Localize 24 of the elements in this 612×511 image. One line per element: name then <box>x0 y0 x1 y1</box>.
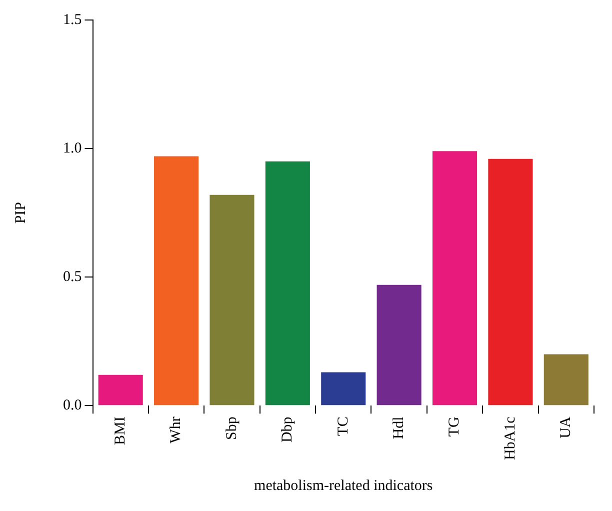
bar <box>376 284 422 406</box>
x-tick-label: Sbp <box>224 416 240 440</box>
bar <box>488 158 533 406</box>
x-tick-label: BMI <box>112 416 129 446</box>
bar <box>265 161 310 406</box>
x-tick-label: UA <box>558 416 574 438</box>
y-tick-label: 1.0 <box>63 140 82 156</box>
x-tick-label: Whr <box>168 416 184 444</box>
y-axis-title: PIP <box>12 202 29 224</box>
y-tick-label: 0.0 <box>63 398 82 414</box>
x-tick-label: Dbp <box>280 416 296 443</box>
x-tick-label: TG <box>446 416 463 437</box>
x-axis-title: metabolism-related indicators <box>254 478 433 494</box>
bar <box>321 372 366 406</box>
bar <box>544 354 588 406</box>
bar <box>210 194 254 406</box>
y-tick-label: 0.5 <box>63 269 82 286</box>
bar <box>432 151 478 406</box>
bar <box>98 374 143 406</box>
x-tick-label: Hdl <box>391 416 408 440</box>
bar <box>154 156 199 406</box>
x-tick-label: HbA1c <box>502 416 518 460</box>
x-tick-label: TC <box>335 416 352 436</box>
y-tick-label: 1.5 <box>63 12 82 28</box>
